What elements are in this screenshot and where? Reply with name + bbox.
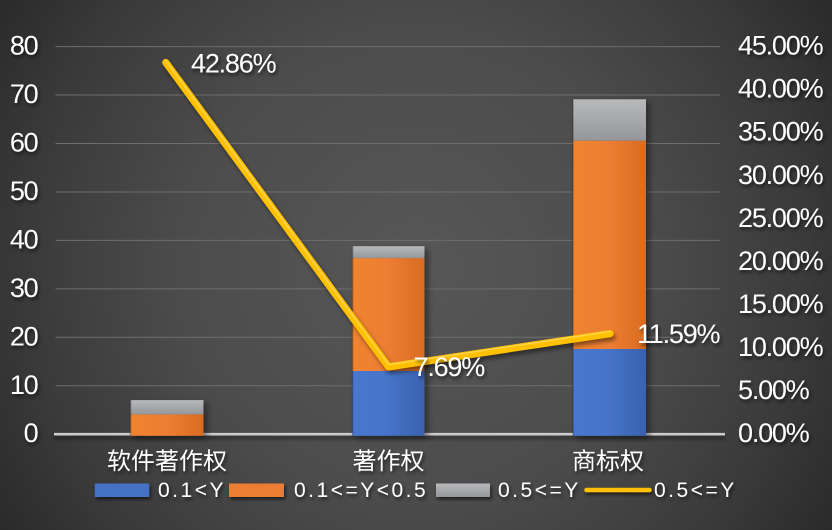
svg-text:70: 70 <box>10 79 38 109</box>
svg-text:20: 20 <box>10 321 38 351</box>
svg-text:25.00%: 25.00% <box>738 203 824 233</box>
svg-text:10.00%: 10.00% <box>738 332 824 362</box>
svg-text:30.00%: 30.00% <box>738 160 824 190</box>
svg-text:45.00%: 45.00% <box>738 31 824 61</box>
svg-text:40: 40 <box>10 224 38 254</box>
svg-text:40.00%: 40.00% <box>738 74 824 104</box>
svg-text:10: 10 <box>10 370 38 400</box>
svg-text:5.00%: 5.00% <box>738 375 810 405</box>
svg-text:0.5<=Y: 0.5<=Y <box>654 479 737 502</box>
svg-text:0.1<Y: 0.1<Y <box>158 479 226 502</box>
svg-text:11.59%: 11.59% <box>637 319 721 349</box>
svg-text:15.00%: 15.00% <box>738 289 824 319</box>
svg-text:30: 30 <box>10 273 38 303</box>
svg-text:20.00%: 20.00% <box>738 246 824 276</box>
svg-text:35.00%: 35.00% <box>738 117 824 147</box>
svg-text:42.86%: 42.86% <box>191 49 277 79</box>
svg-text:7.69%: 7.69% <box>414 352 486 382</box>
svg-text:60: 60 <box>10 128 38 158</box>
svg-text:50: 50 <box>10 176 38 206</box>
svg-text:0: 0 <box>24 418 38 448</box>
svg-text:0.5<=Y: 0.5<=Y <box>498 479 581 502</box>
svg-text:80: 80 <box>10 31 38 61</box>
svg-text:0.1<=Y<0.5: 0.1<=Y<0.5 <box>294 479 428 502</box>
svg-text:0.00%: 0.00% <box>738 418 810 448</box>
